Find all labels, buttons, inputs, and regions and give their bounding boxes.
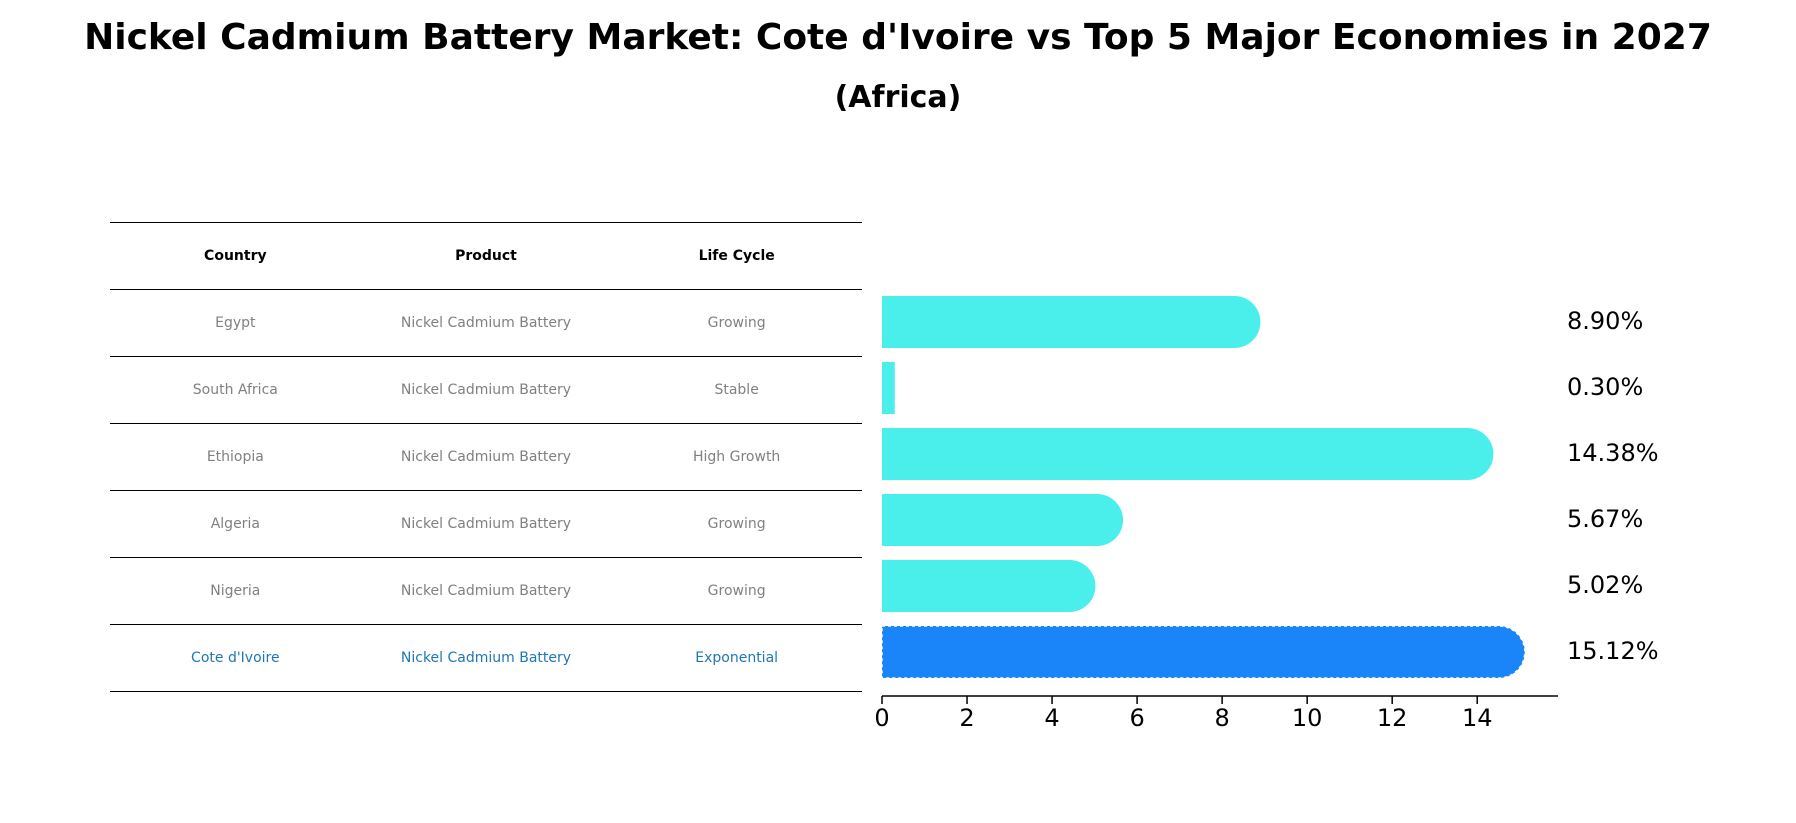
cell-product: Nickel Cadmium Battery (360, 356, 612, 424)
cell-country: Algeria (110, 490, 361, 558)
cell-product: Nickel Cadmium Battery (360, 490, 612, 558)
x-tick-label: 14 (1462, 704, 1493, 732)
table-row: Ethiopia Nickel Cadmium Battery High Gro… (110, 423, 862, 491)
cell-life-cycle: Growing (611, 490, 862, 558)
header-country: Country (110, 222, 361, 290)
x-tick-label: 2 (959, 704, 974, 732)
cell-life-cycle: Exponential (611, 624, 862, 692)
cell-country: Nigeria (110, 557, 361, 625)
bar (882, 296, 1261, 348)
bar-value-label: 14.38% (1567, 439, 1659, 467)
x-tick-label: 6 (1129, 704, 1144, 732)
x-tick-label: 0 (874, 704, 889, 732)
header-product: Product (360, 222, 612, 290)
bar (882, 494, 1124, 546)
bar-value-label: 0.30% (1567, 373, 1643, 401)
cell-product: Nickel Cadmium Battery (360, 624, 612, 692)
cell-country: Ethiopia (110, 423, 361, 491)
x-tick-label: 4 (1044, 704, 1059, 732)
x-tick-label: 12 (1377, 704, 1408, 732)
cell-country: South Africa (110, 356, 361, 424)
cell-product: Nickel Cadmium Battery (360, 289, 612, 357)
bar (882, 560, 1096, 612)
x-tick-label: 10 (1292, 704, 1323, 732)
cell-country: Egypt (110, 289, 361, 357)
cell-product: Nickel Cadmium Battery (360, 557, 612, 625)
table-row-highlighted: Cote d'Ivoire Nickel Cadmium Battery Exp… (110, 624, 862, 692)
bar (882, 428, 1494, 480)
bar-value-label: 5.67% (1567, 505, 1643, 533)
country-table: Country Product Life Cycle Egypt Nickel … (110, 222, 862, 692)
table-row: South Africa Nickel Cadmium Battery Stab… (110, 356, 862, 424)
table-row: Egypt Nickel Cadmium Battery Growing (110, 289, 862, 357)
country-table-container: Country Product Life Cycle Egypt Nickel … (110, 222, 862, 692)
cell-product: Nickel Cadmium Battery (360, 423, 612, 491)
header-life-cycle: Life Cycle (611, 222, 862, 290)
x-tick-label: 8 (1214, 704, 1229, 732)
bar-highlighted (881, 625, 1526, 679)
bar-value-label: 8.90% (1567, 307, 1643, 335)
table-header-row: Country Product Life Cycle (110, 222, 862, 290)
bar-value-label: 5.02% (1567, 571, 1643, 599)
chart-subtitle: (Africa) (834, 80, 962, 115)
cell-life-cycle: Growing (611, 557, 862, 625)
table-row: Nigeria Nickel Cadmium Battery Growing (110, 557, 862, 625)
cell-life-cycle: High Growth (611, 423, 862, 491)
table-row: Algeria Nickel Cadmium Battery Growing (110, 490, 862, 558)
bar (882, 362, 895, 414)
bar-value-label: 15.12% (1567, 637, 1659, 665)
cell-life-cycle: Stable (611, 356, 862, 424)
cell-country: Cote d'Ivoire (110, 624, 361, 692)
chart-title: Nickel Cadmium Battery Market: Cote d'Iv… (84, 17, 1712, 58)
cell-life-cycle: Growing (611, 289, 862, 357)
